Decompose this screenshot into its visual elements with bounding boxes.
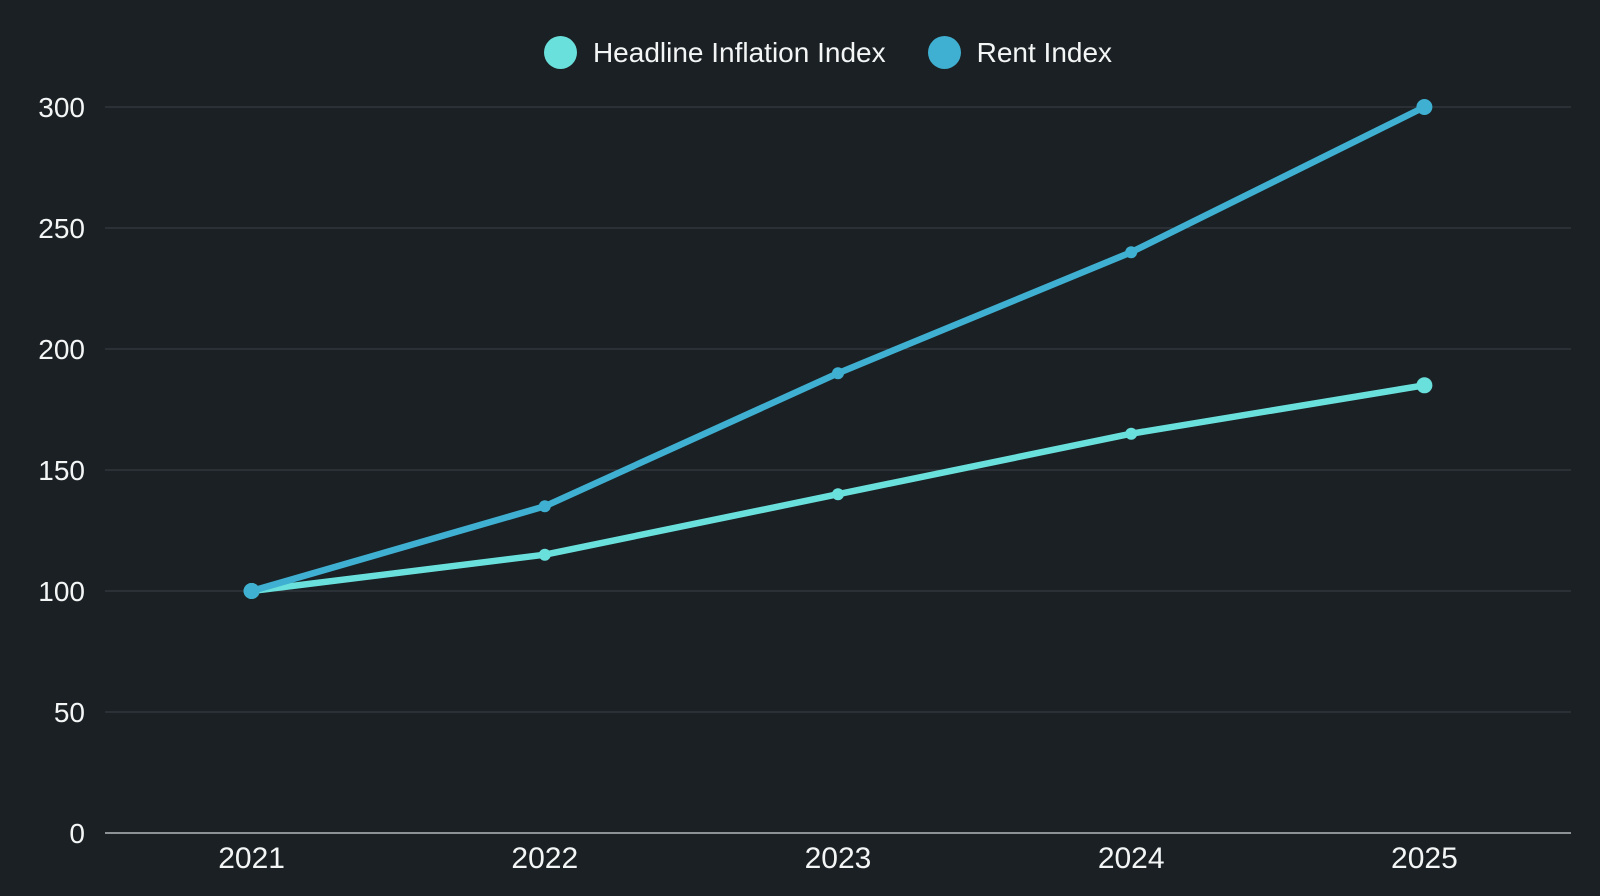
data-point-headline-inflation-index-2023 [832,488,844,501]
data-point-rent-index-2023 [832,367,844,380]
y-tick-label: 300 [38,92,85,123]
legend-swatch-rent-icon [927,36,961,69]
y-tick-label: 200 [38,334,85,365]
y-tick-label: 0 [69,818,85,849]
data-point-rent-index-2022 [538,500,551,513]
data-point-rent-index-2024 [1125,246,1138,259]
legend-label-headline: Headline Inflation Index [592,36,886,68]
y-tick-label: 100 [38,576,85,607]
x-tick-label: 2021 [218,842,285,875]
chart-legend: Headline Inflation Index Rent Index [0,36,1600,69]
data-point-rent-index-2025 [1416,99,1433,115]
data-point-headline-inflation-index-2024 [1125,427,1138,440]
y-tick-label: 50 [54,697,85,728]
x-tick-label: 2025 [1391,842,1458,875]
legend-item-rent-index[interactable]: Rent Index [927,36,1113,69]
data-point-headline-inflation-index-2022 [538,548,551,561]
data-point-headline-inflation-index-2025 [1416,377,1433,394]
data-point-rent-index-2021 [243,583,260,599]
x-tick-label: 2023 [805,842,872,875]
x-tick-label: 2024 [1098,842,1165,875]
series-line-headline-inflation-index [248,382,1428,595]
y-tick-label: 250 [38,213,85,244]
legend-item-headline-inflation-index[interactable]: Headline Inflation Index [543,36,886,69]
legend-label-rent: Rent Index [976,36,1113,68]
x-tick-label: 2022 [511,842,578,875]
y-tick-label: 150 [38,455,85,486]
legend-swatch-headline-icon [543,36,577,69]
